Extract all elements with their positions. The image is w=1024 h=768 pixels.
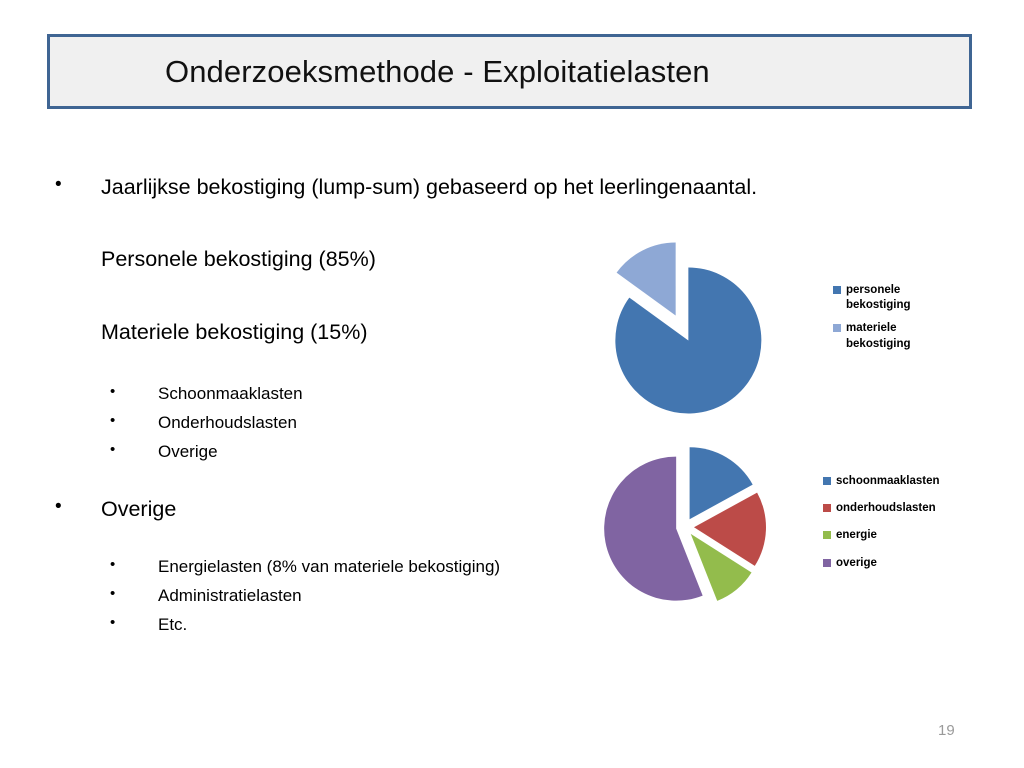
bullet-marker-icon: • [110, 614, 116, 631]
bullet-materiele-bekostiging: Materiele bekostiging (15%) [101, 320, 368, 345]
bullet-label: Administratielasten [158, 586, 302, 605]
bullet-label: Overige [158, 442, 218, 461]
bullet-overige-sub: • Overige [110, 442, 218, 462]
pie-slice [689, 447, 753, 520]
bullet-marker-icon: • [110, 556, 116, 573]
legend-label: energie [836, 529, 877, 542]
bullet-marker-icon: • [110, 585, 116, 602]
legend-item: overige [823, 556, 940, 571]
legend-swatch-icon [833, 286, 841, 294]
legend-swatch-icon [833, 324, 841, 333]
pie-slice [604, 456, 703, 601]
legend-label: onderhoudslasten [836, 502, 936, 515]
legend-label: personele bekostiging [846, 284, 911, 312]
bullet-onderhoudslasten: • Onderhoudslasten [110, 413, 297, 433]
legend-swatch-icon [823, 531, 831, 540]
pie-chart-bekostiging-legend: personele bekostiging materiele bekostigi… [833, 283, 932, 360]
pie-slice [616, 242, 676, 316]
legend-label: schoonmaaklasten [836, 475, 940, 487]
bullet-label: Materiele bekostiging (15%) [101, 320, 368, 344]
legend-item: energie [823, 528, 940, 543]
bullet-marker-icon: • [55, 496, 62, 517]
bullet-label: Energielasten (8% van materiele bekostig… [158, 557, 501, 576]
pie-slice [690, 533, 752, 601]
legend-item: materiele bekostiging [833, 321, 932, 351]
bullet-marker-icon: • [110, 441, 116, 458]
bullet-label: Etc. [158, 615, 188, 634]
legend-item: onderhoudslasten [823, 501, 940, 516]
bullet-jaarlijkse-bekostiging: • Jaarlijkse bekostiging (lump-sum) geba… [55, 175, 757, 200]
bullet-label: Overige [101, 497, 177, 521]
bullet-personele-bekostiging: Personele bekostiging (85%) [101, 247, 376, 272]
bullet-label: Onderhoudslasten [158, 413, 297, 432]
pie-slice [615, 267, 762, 414]
page-number: 19 [938, 722, 955, 739]
bullet-marker-icon: • [110, 383, 116, 400]
pie-chart-materiele-lasten: schoonmaaklasten onderhoudslasten energie o… [585, 432, 980, 627]
legend-item: schoonmaaklasten [823, 474, 940, 489]
bullet-marker-icon: • [55, 174, 62, 195]
legend-label: materiele bekostiging [846, 322, 911, 350]
bullet-energielasten: • Energielasten (8% van materiele bekost… [110, 557, 500, 577]
pie-slice [693, 492, 766, 566]
legend-swatch-icon [823, 504, 831, 513]
pie-chart-bekostiging: personele bekostiging materiele bekostigi… [590, 228, 980, 433]
bullet-overige-main: • Overige [55, 497, 176, 522]
bullet-marker-icon: • [110, 412, 116, 429]
legend-swatch-icon [823, 477, 831, 485]
legend-label: overige [836, 556, 877, 569]
bullet-administratielasten: • Administratielasten [110, 586, 302, 606]
pie-chart-materiele-lasten-graphic [604, 447, 766, 601]
legend-item: personele bekostiging [833, 283, 932, 313]
bullet-label: Schoonmaaklasten [158, 384, 303, 403]
pie-chart-bekostiging-graphic [615, 242, 762, 414]
page-title: Onderzoeksmethode - Exploitatielasten [165, 53, 710, 89]
bullet-label: Personele bekostiging (85%) [101, 247, 376, 271]
slide-title-box: Onderzoeksmethode - Exploitatielasten [47, 34, 972, 109]
bullet-label: Jaarlijkse bekostiging (lump-sum) gebase… [101, 175, 758, 199]
pie-chart-materiele-lasten-legend: schoonmaaklasten onderhoudslasten energie o… [823, 474, 940, 583]
bullet-schoonmaaklasten: • Schoonmaaklasten [110, 384, 303, 404]
legend-swatch-icon [823, 558, 831, 567]
bullet-etc: • Etc. [110, 615, 187, 635]
